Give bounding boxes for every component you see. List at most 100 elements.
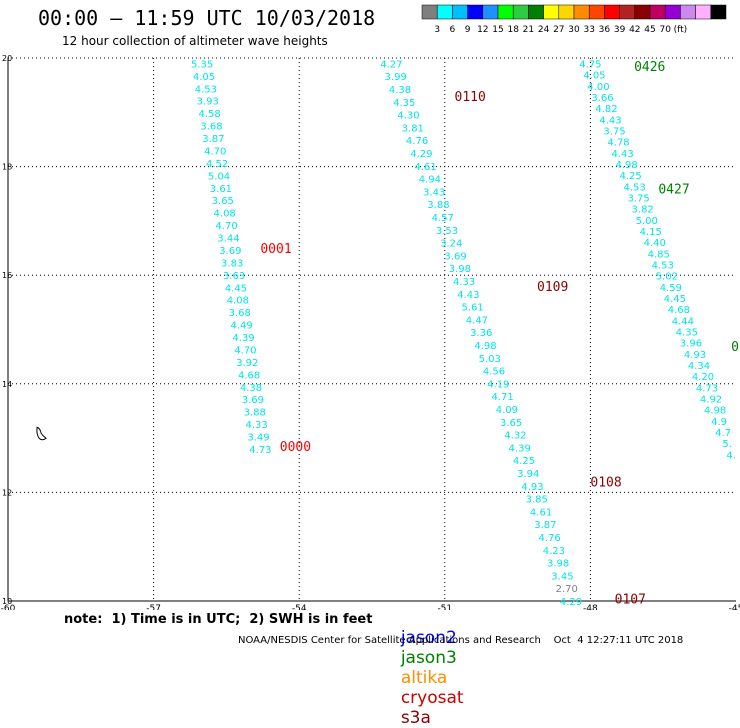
swh-value: 3.68 [229, 308, 251, 319]
swh-value: 5.35 [191, 59, 213, 70]
swh-value: 5.61 [462, 303, 484, 314]
map-subtitle: 12 hour collection of altimeter wave hei… [62, 34, 328, 48]
swh-value: 4.32 [504, 431, 526, 442]
lon-tick-label: -60 [1, 604, 16, 610]
pass-label: 0 [731, 340, 739, 355]
swh-value: 4.71 [491, 392, 513, 403]
swh-value: 4.82 [595, 104, 617, 115]
swh-value: 4.43 [611, 149, 633, 160]
swh-value: 4.98 [474, 341, 496, 352]
swh-value: 4.9 [711, 417, 727, 428]
swh-value: 3.75 [603, 126, 625, 137]
swh-value: 3.43 [423, 187, 445, 198]
swh-value: 4.53 [624, 182, 646, 193]
lat-tick-label: 20 [2, 54, 12, 63]
swh-value: 4.23 [543, 546, 565, 557]
swh-value: 4.19 [487, 379, 509, 390]
swh-value: 5.04 [208, 171, 230, 182]
note-text: note: 1) Time is in UTC; 2) SWH is in fe… [64, 612, 373, 627]
swh-value: 4.58 [199, 109, 221, 120]
swh-value: 3.63 [223, 271, 245, 282]
swh-value: 4.68 [238, 370, 260, 381]
pass-label: 0109 [537, 280, 568, 295]
swh-value: 4.05 [193, 72, 215, 83]
swh-value: 3.87 [202, 134, 224, 145]
swh-value: 4.45 [225, 283, 247, 294]
swh-value: 4.73 [249, 445, 271, 456]
lon-tick-label: -51 [437, 604, 452, 610]
swh-value: 3.92 [236, 358, 258, 369]
satellite-legend: jason2 jason3 altika cryosat s3a [390, 608, 472, 728]
swh-value: 4.70 [204, 146, 226, 157]
lat-tick-label: 18 [2, 163, 12, 172]
swh-value: 4.39 [232, 333, 254, 344]
swh-value: 4.61 [530, 507, 552, 518]
swh-value: 4.75 [579, 59, 601, 70]
swh-value: 4.40 [644, 238, 666, 249]
swh-value: 4.33 [453, 277, 475, 288]
swh-value: 4.7 [715, 428, 731, 439]
swh-value: 3.83 [221, 258, 243, 269]
swh-value: 4.35 [393, 98, 415, 109]
swh-value: 4.08 [214, 209, 236, 220]
swh-value: 3.68 [200, 122, 222, 133]
swh-value: 3.98 [449, 264, 471, 275]
lat-tick-label: 10 [2, 597, 12, 606]
pass-label: 0110 [455, 90, 486, 105]
swh-value: 4.43 [457, 290, 479, 301]
pass-label: 0001 [260, 242, 291, 257]
swh-value: 4. [726, 450, 736, 461]
swh-value: 4.15 [640, 227, 662, 238]
swh-value: 3.49 [247, 433, 269, 444]
swh-value: 4.20 [692, 372, 714, 383]
island-outline [36, 426, 47, 441]
swh-value: 4.70 [215, 221, 237, 232]
swh-value: 3.98 [547, 559, 569, 570]
swh-value: 3.75 [628, 193, 650, 204]
swh-value: 3.93 [197, 97, 219, 108]
swh-value: 4.05 [583, 71, 605, 82]
legend-altika: altika [400, 668, 448, 688]
swh-value: 4.45 [664, 294, 686, 305]
swh-value: 4.78 [607, 138, 629, 149]
swh-value: 3.99 [385, 72, 407, 83]
credit-line: NOAA/NESDIS Center for Satellite Applica… [238, 635, 684, 646]
swh-value: 4.57 [432, 213, 454, 224]
swh-value: 4.93 [684, 350, 706, 361]
legend-jason3: jason3 [400, 648, 457, 668]
swh-value: 4.76 [538, 533, 560, 544]
swh-value: 3.45 [551, 571, 573, 582]
swh-value: 4.53 [652, 260, 674, 271]
lon-tick-label: -45 [729, 604, 740, 610]
swh-value: 3.69 [219, 246, 241, 257]
legend-jason2: jason2 [400, 628, 457, 648]
swh-value: 3.44 [217, 234, 239, 245]
swh-value: 4.09 [496, 405, 518, 416]
swh-value: 4.38 [389, 85, 411, 96]
swh-value: 4.29 [560, 597, 582, 608]
swh-value: 4.49 [230, 321, 252, 332]
swh-value: 5.03 [479, 354, 501, 365]
lat-tick-label: 12 [2, 488, 12, 497]
swh-value: 3.82 [632, 205, 654, 216]
swh-value: 4.56 [483, 367, 505, 378]
swh-value: 3.88 [427, 200, 449, 211]
swh-value: 4.98 [704, 406, 726, 417]
swh-value: 4.61 [414, 162, 436, 173]
swh-value: 3.94 [517, 469, 539, 480]
swh-value: 3.24 [440, 239, 462, 250]
swh-value: 4.34 [688, 361, 710, 372]
swh-value: 4.43 [599, 115, 621, 126]
swh-value: 4.92 [700, 395, 722, 406]
swh-value: 4.44 [672, 316, 694, 327]
swh-value: 4.73 [696, 383, 718, 394]
swh-value: 4.27 [380, 59, 402, 70]
lon-tick-label: -57 [146, 604, 161, 610]
lon-tick-label: -54 [292, 604, 307, 610]
swh-value: 4.93 [521, 482, 543, 493]
swh-value: 4.30 [397, 111, 419, 122]
swh-value: 4.38 [240, 383, 262, 394]
pass-label: 0107 [615, 592, 646, 607]
swh-value: 3.69 [444, 251, 466, 262]
pass-label: 0426 [634, 60, 665, 75]
